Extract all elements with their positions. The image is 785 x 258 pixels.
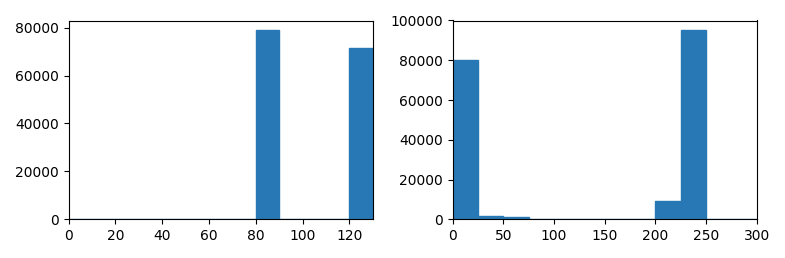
Bar xyxy=(349,48,373,219)
Bar xyxy=(503,217,529,219)
Bar xyxy=(256,30,279,219)
Bar xyxy=(655,201,681,219)
Bar xyxy=(478,216,503,219)
Bar xyxy=(681,30,706,219)
Bar xyxy=(453,60,478,219)
